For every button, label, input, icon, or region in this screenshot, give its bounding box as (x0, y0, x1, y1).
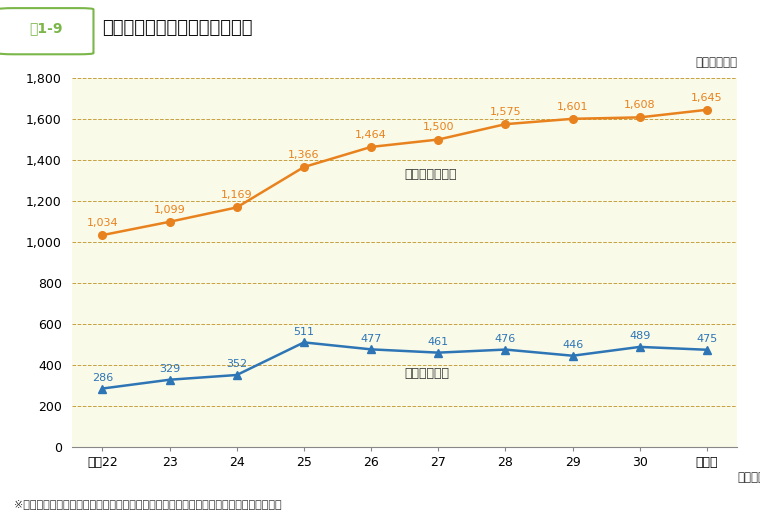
Text: 1,464: 1,464 (355, 129, 387, 140)
Text: 1,608: 1,608 (624, 100, 656, 110)
Text: 1,645: 1,645 (691, 93, 723, 102)
Text: 1,169: 1,169 (221, 190, 252, 200)
Text: 1,034: 1,034 (87, 218, 119, 228)
Text: （年度）: （年度） (737, 471, 760, 484)
Text: 461: 461 (428, 337, 449, 347)
Text: 図1-9: 図1-9 (29, 21, 62, 35)
Text: 511: 511 (293, 327, 315, 336)
Text: 352: 352 (226, 359, 247, 369)
Text: 1,500: 1,500 (423, 122, 454, 133)
Text: 329: 329 (159, 364, 180, 374)
Text: 新規採用者数: 新規採用者数 (404, 367, 450, 380)
Text: 476: 476 (495, 334, 516, 344)
Text: 475: 475 (696, 334, 717, 344)
Text: 1,601: 1,601 (557, 101, 588, 112)
Text: 446: 446 (562, 340, 583, 350)
Text: 489: 489 (629, 331, 651, 341)
Text: ※　在職者数は、各年度末における人数である。なお、当初の任期により算出している。: ※ 在職者数は、各年度末における人数である。なお、当初の任期により算出している。 (14, 499, 281, 509)
FancyBboxPatch shape (0, 8, 93, 54)
Text: （単位：人）: （単位：人） (695, 56, 737, 69)
Text: 1,366: 1,366 (288, 150, 320, 160)
Text: 286: 286 (92, 373, 113, 383)
Text: 任期付職員法に基づく採用状況: 任期付職員法に基づく採用状況 (103, 19, 253, 37)
Text: 年度末在職者数: 年度末在職者数 (404, 168, 458, 181)
Text: 1,575: 1,575 (489, 107, 521, 117)
Text: 477: 477 (360, 334, 382, 344)
Text: 1,099: 1,099 (154, 204, 185, 215)
